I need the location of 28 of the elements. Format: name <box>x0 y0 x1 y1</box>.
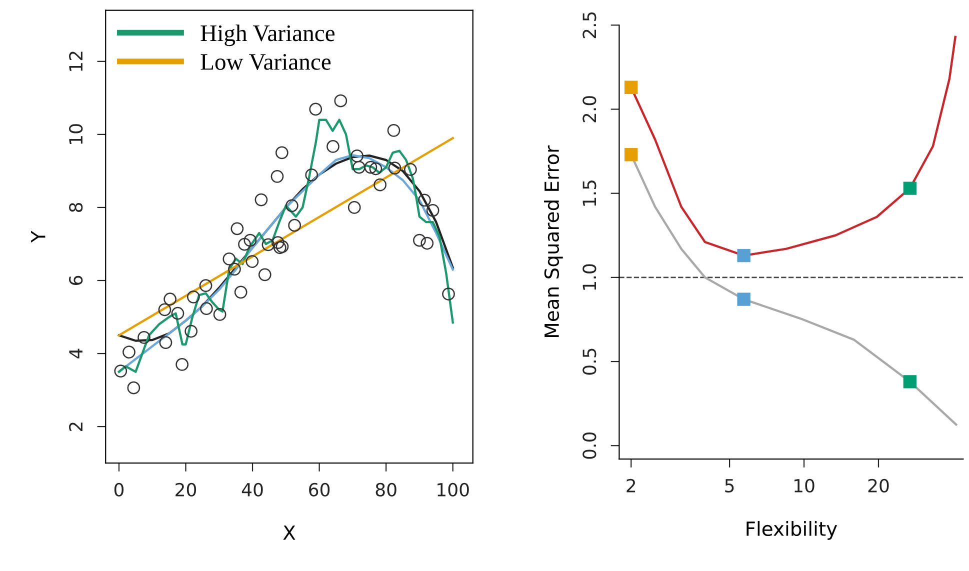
y-tick-label: 6 <box>69 276 83 285</box>
x-tick-label: 60 <box>309 482 330 496</box>
x-tick-label: 0 <box>114 482 124 496</box>
x-tick-label: 40 <box>242 482 263 496</box>
y-tick-label: 2 <box>69 422 82 431</box>
y-tick-label: 2.0 <box>582 96 596 122</box>
y-tick-label: 1.5 <box>582 180 596 206</box>
x-tick-label: 20 <box>176 482 196 496</box>
y-axis-title: Y <box>31 230 46 243</box>
x-axis-title: Flexibility <box>746 521 838 540</box>
x-tick-label: 10 <box>794 478 814 493</box>
x-tick-label: 100 <box>438 482 469 496</box>
y-tick-label: 10 <box>69 124 83 144</box>
y-tick-label: 2.5 <box>582 12 596 38</box>
legend-label: Low Variance <box>200 54 331 70</box>
x-tick-label: 2 <box>626 478 636 492</box>
y-tick-label: 4 <box>69 348 82 358</box>
y-tick-label: 8 <box>69 202 83 212</box>
x-tick-label: 5 <box>725 479 734 493</box>
y-tick-label: 12 <box>69 52 82 71</box>
y-tick-label: 0.5 <box>582 348 596 375</box>
y-tick-label: 0.0 <box>582 432 596 459</box>
y-tick-label: 1.0 <box>582 264 596 290</box>
x-tick-label: 20 <box>868 478 889 493</box>
x-tick-label: 80 <box>376 482 396 496</box>
y-axis-title: Mean Squared Error <box>544 145 563 337</box>
x-axis-title: X <box>283 526 296 540</box>
legend-label: High Variance <box>200 24 335 46</box>
